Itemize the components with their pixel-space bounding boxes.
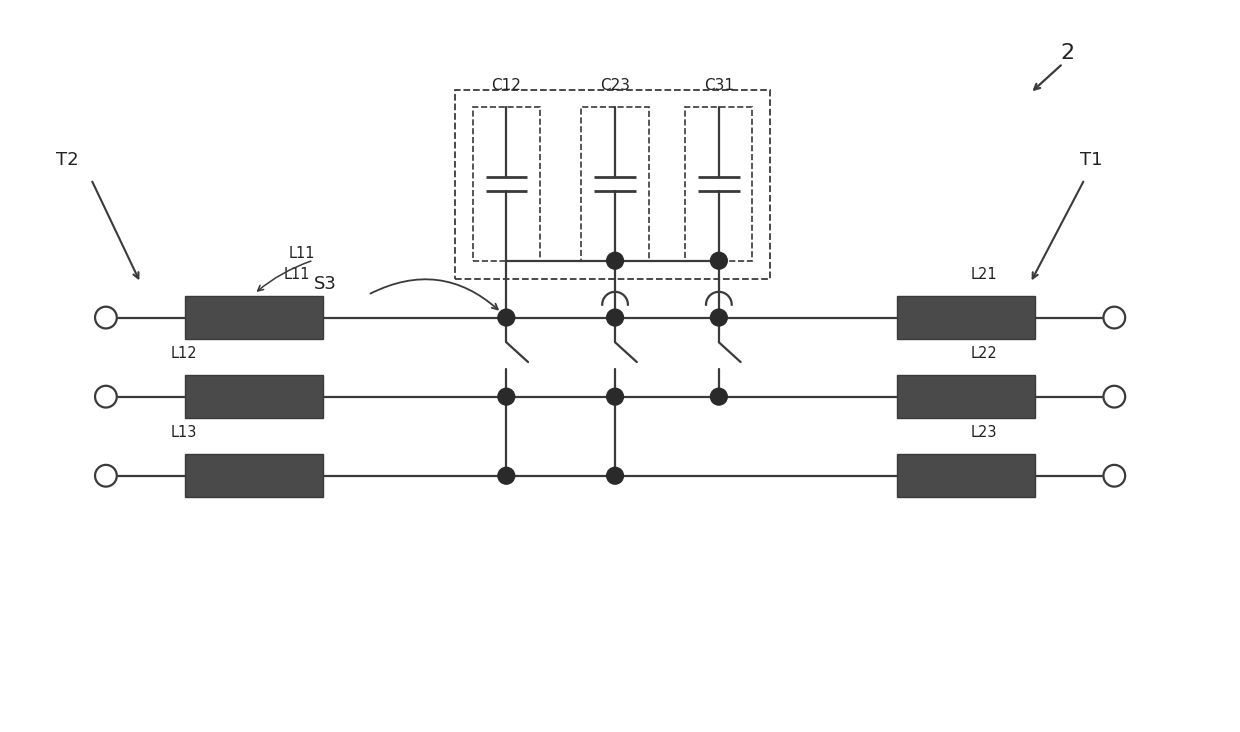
Text: C12: C12 [491,78,521,93]
Circle shape [606,253,624,269]
Circle shape [95,307,117,329]
Bar [185,375,324,419]
Circle shape [498,467,515,484]
Bar [897,375,1035,419]
Circle shape [1104,465,1125,487]
Bar [897,296,1035,340]
Text: T2: T2 [57,152,79,169]
Circle shape [711,388,728,405]
Text: L13: L13 [170,425,197,440]
Text: L12: L12 [170,346,197,361]
Text: L11: L11 [289,246,315,261]
Circle shape [95,386,117,408]
Circle shape [1104,307,1125,329]
Circle shape [95,465,117,487]
Text: L23: L23 [971,425,997,440]
FancyBboxPatch shape [582,108,649,261]
Text: C23: C23 [600,78,630,93]
Text: C31: C31 [704,78,734,93]
FancyBboxPatch shape [686,108,753,261]
Text: L11: L11 [284,267,310,282]
Bar [897,454,1035,498]
Text: L22: L22 [971,346,998,361]
Circle shape [711,309,728,326]
Circle shape [498,388,515,405]
Circle shape [1104,386,1125,408]
FancyBboxPatch shape [472,108,539,261]
Text: 2: 2 [1060,43,1074,64]
Text: T1: T1 [1080,152,1102,169]
Circle shape [606,309,624,326]
Circle shape [606,467,624,484]
Text: L21: L21 [971,267,998,282]
Circle shape [711,253,728,269]
Text: S3: S3 [314,274,336,293]
Bar [185,454,324,498]
Circle shape [498,309,515,326]
Bar [185,296,324,340]
Circle shape [606,388,624,405]
